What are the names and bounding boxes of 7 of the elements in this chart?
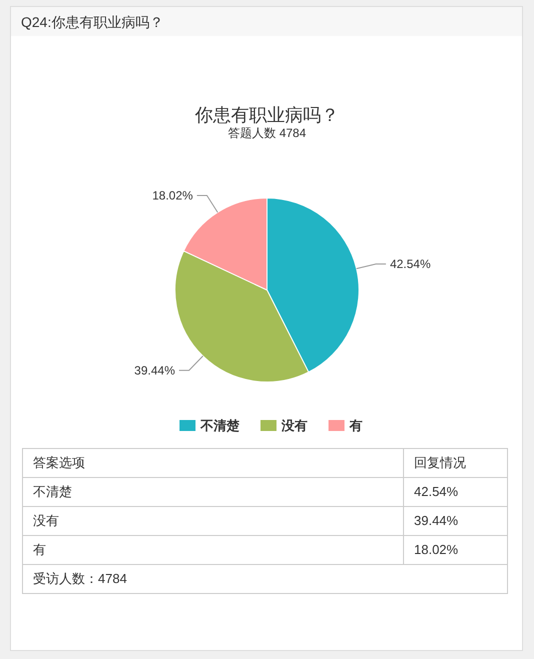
legend-label: 有 — [348, 418, 362, 433]
subtitle: 答题人数 4784 — [228, 126, 306, 140]
table: 答案选项 回复情况 不清楚 42.54% 没有 39.44% 有 18.02% 受访人数：4784 — [22, 448, 508, 594]
title: 你患有职业病吗？ — [195, 105, 339, 125]
heading: Q24:你患有职业病吗？ — [21, 14, 164, 30]
legend-label: 没有 — [280, 418, 308, 433]
legend-label: 不清楚 — [200, 418, 240, 433]
